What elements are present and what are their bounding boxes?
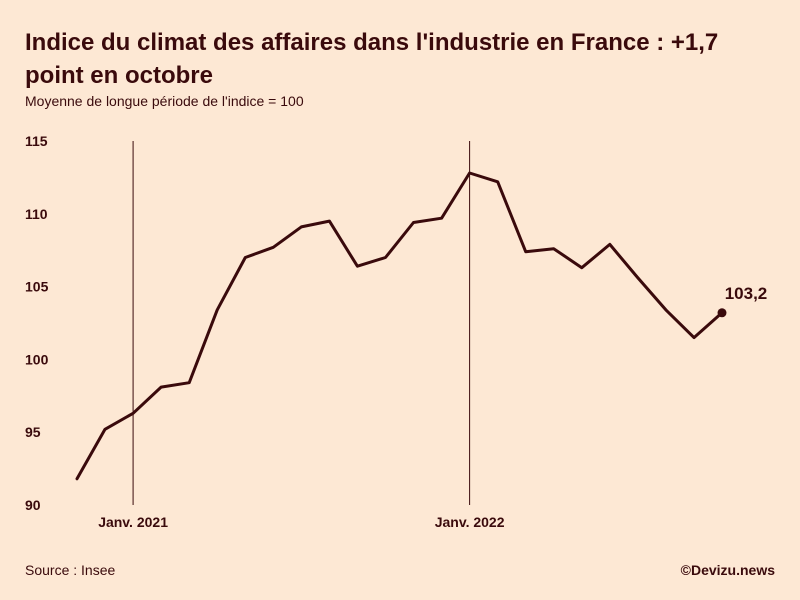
x-axis: Janv. 2021 Janv. 2022: [98, 514, 505, 530]
source-note: Source : Insee: [25, 562, 116, 578]
chart-title: Indice du climat des affaires dans l'ind…: [25, 29, 719, 89]
y-axis: 115 110 105 100 95 90: [25, 133, 49, 513]
x-tick-label: Janv. 2022: [435, 514, 505, 530]
last-data-point: [717, 308, 727, 318]
reference-lines: [132, 141, 471, 505]
y-tick-label: 105: [25, 279, 49, 295]
series-line: [75, 171, 724, 481]
credit-note: ©Devizu.news: [680, 562, 775, 578]
y-tick-label: 100: [25, 351, 49, 367]
x-tick-label: Janv. 2021: [98, 514, 168, 530]
y-tick-label: 95: [25, 424, 41, 440]
y-tick-label: 90: [25, 497, 41, 513]
chart-subtitle: Moyenne de longue période de l'indice = …: [25, 93, 304, 109]
last-value-label: 103,2: [725, 284, 768, 303]
y-tick-label: 115: [25, 133, 48, 149]
y-tick-label: 110: [25, 206, 48, 222]
